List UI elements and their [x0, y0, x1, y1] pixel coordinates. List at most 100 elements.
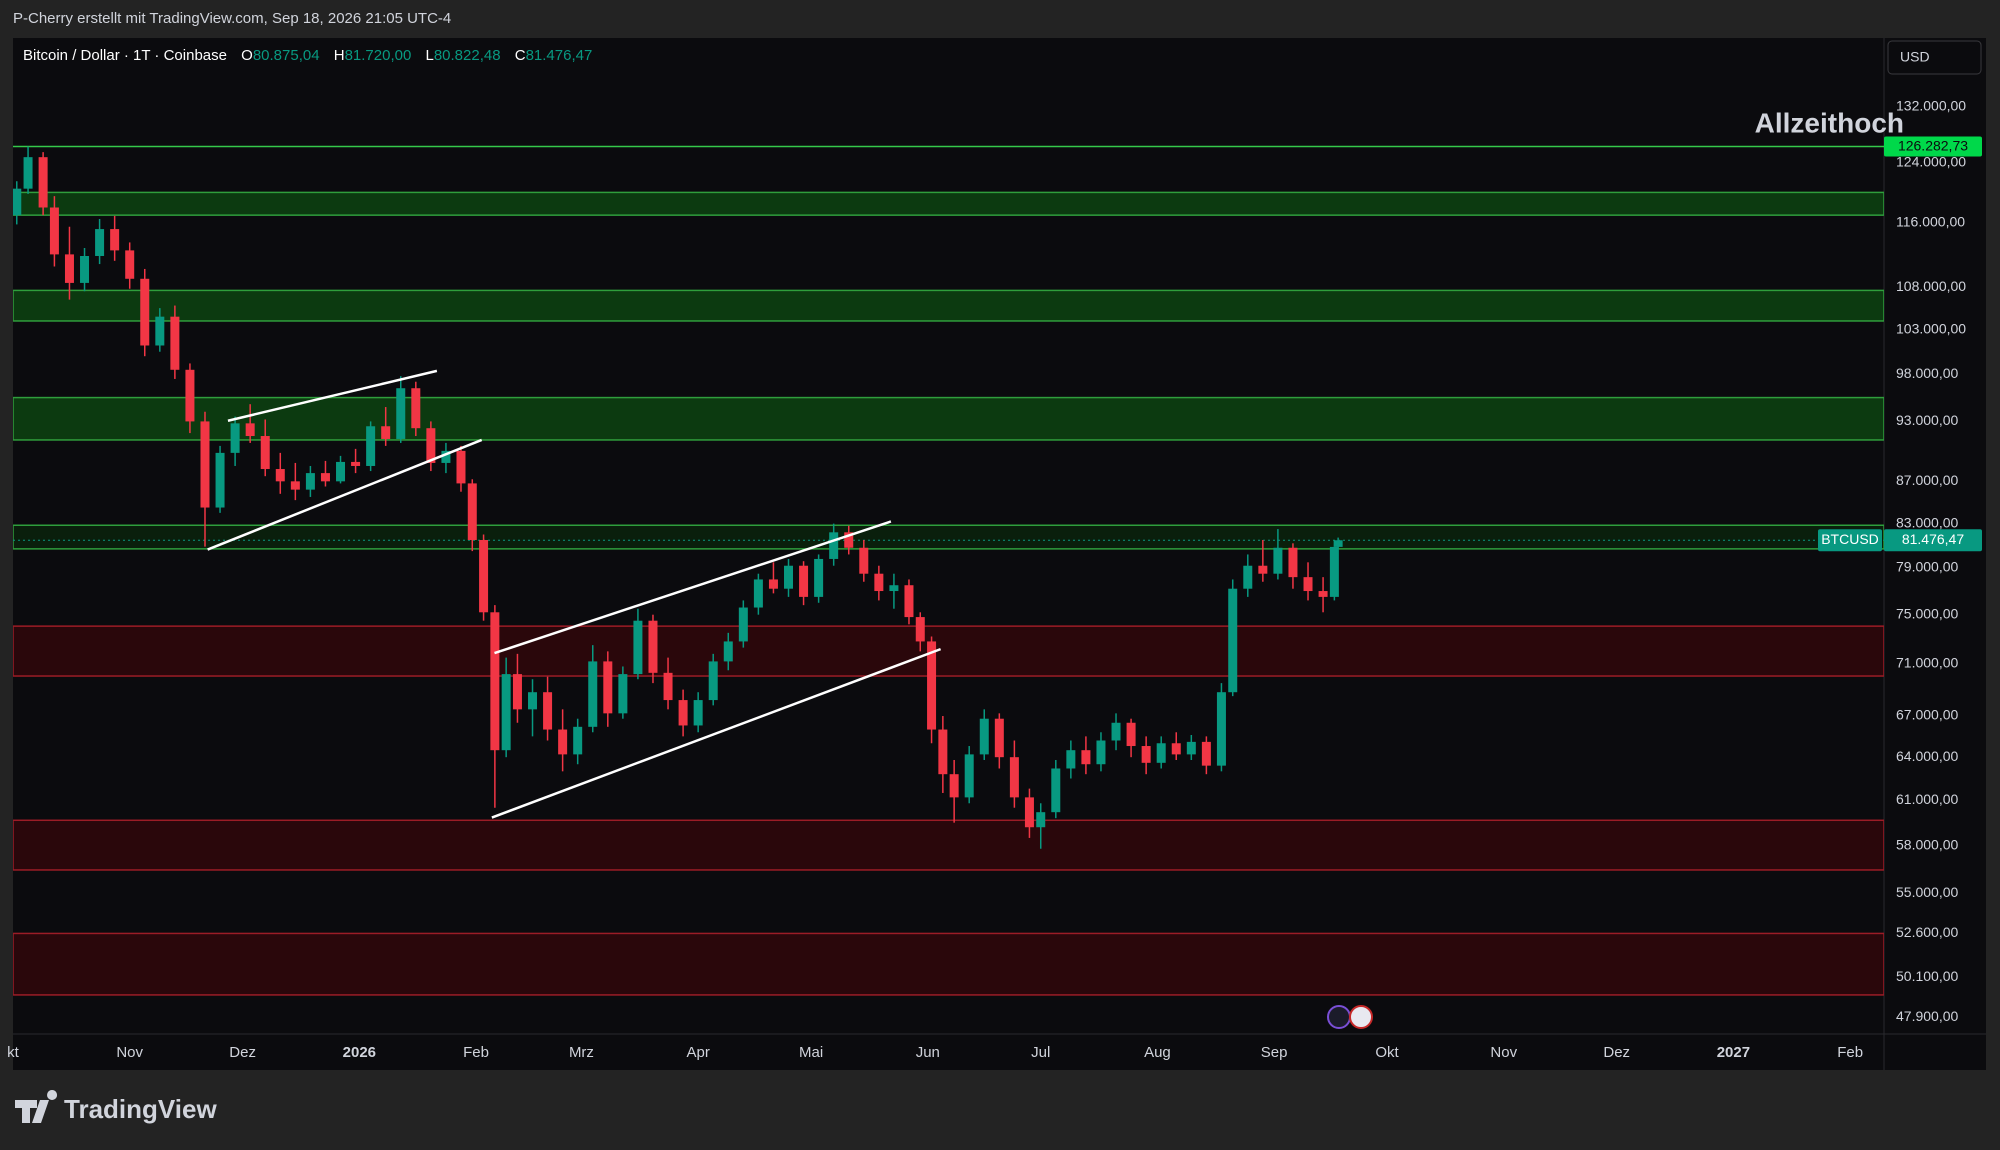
candle-body [260, 436, 270, 470]
candle-body [844, 532, 854, 548]
ohlc-value: 80.822,48 [434, 47, 501, 64]
y-tick-label: 83.000,00 [1896, 514, 1958, 530]
candle-body [467, 483, 477, 541]
brand: TradingView [64, 1094, 217, 1124]
y-tick-label: 71.000,00 [1896, 655, 1958, 671]
candle-body [723, 641, 733, 662]
ohlc-label: O [241, 47, 253, 64]
candle-body [441, 450, 451, 463]
candle-body [708, 661, 718, 701]
y-tick-label: 64.000,00 [1896, 748, 1958, 764]
candle-body [140, 278, 150, 346]
candle-body [829, 532, 839, 559]
ohlc-label: C [515, 47, 526, 64]
candle-body [170, 316, 180, 370]
ohlc-label: L [425, 47, 433, 64]
candle-body [768, 579, 778, 589]
y-tick-label: 103.000,00 [1896, 320, 1966, 336]
candle-body [633, 620, 643, 675]
zone [13, 932, 1884, 996]
brand-logo [15, 1090, 58, 1123]
candle-body [351, 461, 361, 466]
ohlc-value: 81.476,47 [526, 47, 593, 64]
candle-body [1024, 797, 1034, 828]
ath-price-box [1884, 136, 1982, 157]
candle-body [1201, 741, 1211, 766]
zone [13, 625, 1884, 677]
y-tick-label: 52.600,00 [1896, 924, 1958, 940]
x-tick-label: Mai [799, 1044, 823, 1061]
candle-body [889, 585, 899, 592]
last-price-label: 81.476,47 [1902, 531, 1964, 547]
annotation: Allzeithoch [1755, 107, 1904, 138]
candle-body [1036, 812, 1046, 828]
candle-body [13, 188, 22, 216]
x-tick-label: Dez [229, 1044, 256, 1061]
candle-body [275, 469, 285, 482]
ath-price-label: 126.282,73 [1898, 137, 1968, 153]
candle-body [949, 774, 959, 798]
last-price-box [1884, 529, 1982, 552]
candle-body [1258, 565, 1268, 574]
candle-body [512, 674, 522, 710]
candle-body [859, 547, 869, 574]
candle-body [479, 540, 489, 613]
candle-body [1081, 750, 1091, 765]
symbol-tag-box [1818, 529, 1882, 552]
candle-body [245, 423, 255, 437]
y-tick-label: 47.900,00 [1896, 1008, 1958, 1024]
candle-body [1228, 588, 1238, 693]
event-icon[interactable] [1349, 1005, 1373, 1029]
candle-body [904, 585, 914, 618]
symbol-header: Bitcoin / Dollar · 1T · Coinbase O80.875… [23, 47, 592, 64]
candle-body [994, 718, 1004, 758]
candle-body [305, 473, 315, 490]
event-icon[interactable] [1327, 1005, 1351, 1029]
candle-body [964, 754, 974, 798]
candle-body [1303, 577, 1313, 592]
x-tick-label: Feb [463, 1044, 489, 1061]
x-tick-label: Nov [116, 1044, 143, 1061]
candle-body [814, 558, 824, 597]
candle-body [927, 641, 937, 730]
candle-body [366, 426, 376, 466]
trendline [494, 520, 892, 655]
axes: 132.000,00 124.000,00 116.000,00 108.000,00… [7, 97, 1982, 1061]
y-tick-label: 79.000,00 [1896, 559, 1958, 575]
y-tick-label: 58.000,00 [1896, 836, 1958, 852]
candle-body [49, 207, 59, 255]
candle-body [938, 729, 948, 775]
candle-body [1186, 741, 1196, 755]
y-tick-label: 116.000,00 [1896, 214, 1965, 230]
candle-body [411, 388, 421, 429]
candle-body [784, 565, 794, 589]
zone [13, 191, 1884, 216]
trendline [491, 647, 942, 819]
candle-body [80, 255, 90, 283]
ohlc-value: 80.875,04 [253, 47, 320, 64]
candle-body [501, 674, 511, 751]
candle-body [799, 565, 809, 597]
zone [13, 289, 1884, 322]
candle-body [1111, 722, 1121, 741]
candle-body [1141, 746, 1151, 763]
zone [13, 819, 1884, 871]
candle-body [753, 579, 763, 608]
candle-body [1126, 722, 1136, 747]
x-tick-label: Aug [1144, 1044, 1171, 1061]
x-tick-label: Jul [1031, 1044, 1050, 1061]
currency-button[interactable] [1887, 40, 1982, 75]
candle-body [290, 481, 300, 490]
currency[interactable]: USD [1900, 49, 1930, 65]
candle-body [1156, 743, 1166, 763]
x-tick-label: kt [7, 1044, 20, 1061]
candle-body [125, 250, 135, 279]
candle-body [543, 692, 553, 730]
candle-body [648, 620, 658, 673]
ohlc-value: 81.720,00 [345, 47, 412, 64]
x-tick-label: Okt [1375, 1044, 1399, 1061]
candle-body [185, 369, 195, 422]
candle-body [230, 423, 240, 453]
